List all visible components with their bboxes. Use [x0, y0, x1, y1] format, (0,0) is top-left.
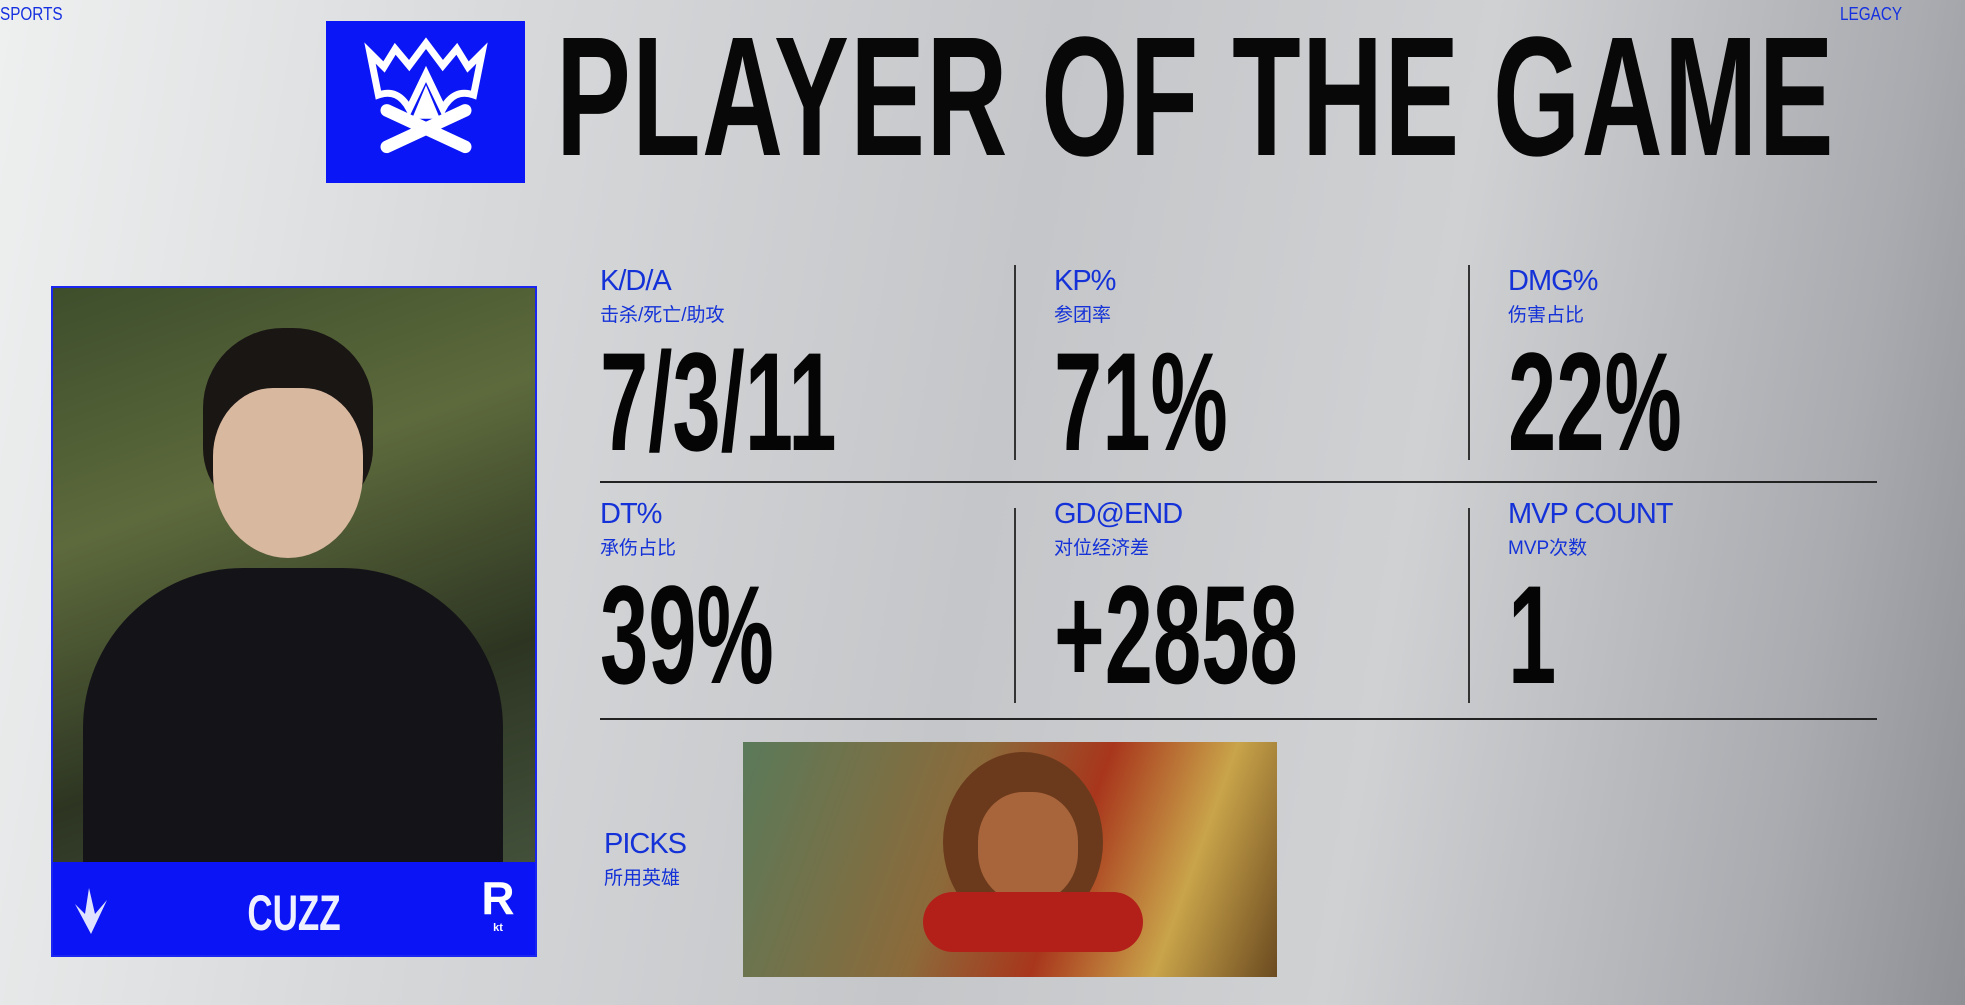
stat-label: K/D/A: [600, 265, 672, 297]
stat-dmg: DMG% 伤害占比 22%: [1508, 265, 1788, 480]
stat-kda: K/D/A 击杀/死亡/助攻 7/3/11: [600, 265, 982, 480]
picks-label-group: PICKS 所用英雄: [604, 828, 687, 890]
stat-value: 22%: [1508, 323, 1682, 480]
player-card: CUZZ R kt: [51, 286, 537, 957]
top-left-text: SPORTS: [0, 4, 63, 24]
row-divider: [600, 718, 1877, 720]
champion-splash: [743, 742, 1277, 977]
stat-sublabel: 承伤占比: [600, 538, 677, 559]
team-logo: R kt: [473, 874, 523, 949]
divider: [1468, 265, 1470, 460]
team-logo-text: kt: [493, 922, 503, 934]
stat-sublabel: 参团率: [1054, 305, 1112, 326]
jungle-icon: [75, 888, 107, 934]
row-divider: [600, 481, 1877, 483]
stat-value: 7/3/11: [600, 323, 837, 480]
page-title: PLAYER OF THE GAME: [556, 2, 1835, 192]
stat-value: 39%: [600, 556, 774, 713]
stat-label: MVP COUNT: [1508, 498, 1673, 530]
worlds-logo-icon: [363, 37, 488, 154]
stat-sublabel: 击杀/死亡/助攻: [600, 305, 725, 326]
stat-sublabel: 对位经济差: [1054, 538, 1150, 559]
picks-sublabel: 所用英雄: [604, 868, 681, 889]
player-name: CUZZ: [247, 885, 341, 941]
picks-label: PICKS: [604, 828, 687, 860]
stat-mvp: MVP COUNT MVP次数 1: [1508, 498, 1673, 713]
stat-value: 1: [1508, 556, 1557, 713]
stat-label: GD@END: [1054, 498, 1183, 530]
divider: [1014, 508, 1016, 703]
stat-value: 71%: [1054, 323, 1228, 480]
stat-value: +2858: [1054, 556, 1298, 713]
player-card-footer: CUZZ R kt: [53, 862, 535, 955]
divider: [1014, 265, 1016, 460]
stat-label: DT%: [600, 498, 662, 530]
stat-gd: GD@END 对位经济差 +2858: [1054, 498, 1447, 713]
stat-sublabel: 伤害占比: [1508, 305, 1585, 326]
divider: [1468, 508, 1470, 703]
stat-sublabel: MVP次数: [1508, 538, 1588, 559]
player-photo: [53, 288, 535, 868]
worlds-logo: [326, 21, 525, 183]
stat-label: KP%: [1054, 265, 1116, 297]
stat-kp: KP% 参团率 71%: [1054, 265, 1334, 480]
stat-dt: DT% 承伤占比 39%: [600, 498, 880, 713]
top-right-text: LEGACY: [1840, 4, 1903, 24]
stat-label: DMG%: [1508, 265, 1598, 297]
